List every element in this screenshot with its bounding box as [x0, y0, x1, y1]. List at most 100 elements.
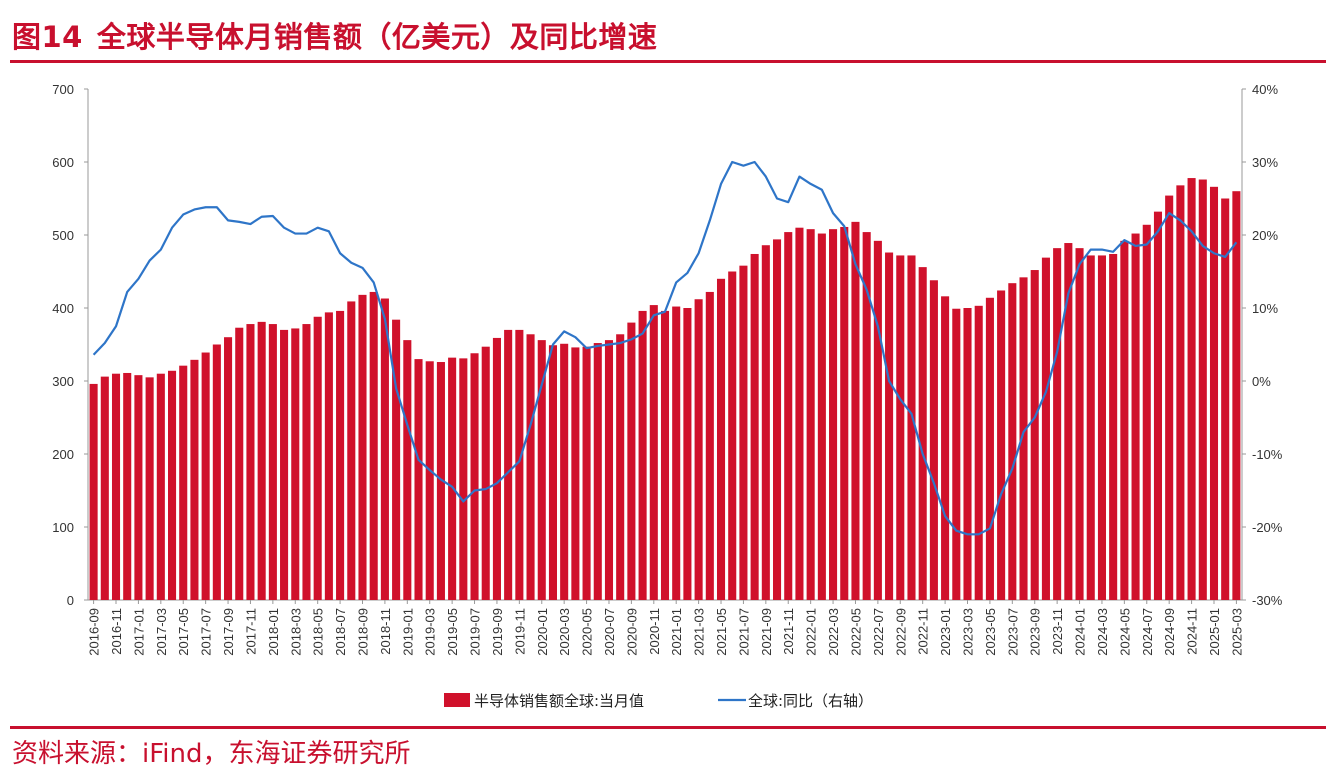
bar: [941, 296, 950, 600]
figure-title: 图14 全球半导体月销售额（亿美元）及同比增速: [12, 14, 657, 56]
bar: [1232, 191, 1241, 600]
bar: [347, 301, 356, 600]
y-right-tick-label: 0%: [1252, 374, 1271, 389]
x-tick-label: 2018-03: [288, 608, 303, 656]
x-tick-label: 2017-05: [176, 608, 191, 656]
bar: [593, 343, 602, 600]
x-tick-label: 2021-03: [692, 608, 707, 656]
x-tick-label: 2023-05: [983, 608, 998, 656]
bar: [324, 312, 333, 600]
x-tick-label: 2020-03: [557, 608, 572, 656]
x-tick-label: 2023-09: [1028, 608, 1043, 656]
x-tick-label: 2019-05: [445, 608, 460, 656]
bar: [672, 306, 681, 600]
bar: [627, 322, 636, 600]
bar: [817, 233, 826, 601]
x-tick-label: 2022-05: [848, 608, 863, 656]
bar: [929, 280, 938, 600]
bar: [773, 239, 782, 600]
bar: [761, 245, 770, 600]
bar: [873, 240, 882, 600]
x-tick-label: 2025-01: [1207, 608, 1222, 656]
bar: [560, 343, 569, 600]
bar: [739, 265, 748, 600]
yoy-line: [92, 160, 1238, 536]
bar: [268, 324, 277, 600]
x-tick-label: 2024-05: [1117, 608, 1132, 656]
bar: [504, 329, 513, 600]
bar: [414, 359, 423, 600]
bar: [571, 347, 580, 600]
x-tick-label: 2018-05: [311, 608, 326, 656]
y-right-tick-label: -20%: [1252, 520, 1283, 535]
legend-line-label: 全球:同比（右轴）: [748, 692, 873, 710]
bar: [716, 278, 726, 600]
bar: [380, 298, 389, 600]
x-tick-label: 2023-07: [1005, 608, 1020, 656]
bar: [548, 345, 557, 600]
bar: [604, 340, 614, 600]
bar: [492, 337, 501, 600]
bar: [963, 308, 972, 600]
bar: [168, 370, 177, 600]
x-tick-label: 2021-05: [714, 608, 729, 656]
x-tick-label: 2021-01: [669, 608, 684, 656]
bar: [784, 232, 793, 600]
bar: [728, 271, 737, 600]
bar: [1097, 255, 1106, 600]
bar: [885, 252, 894, 600]
x-tick-label: 2021-07: [736, 608, 751, 656]
bar: [952, 308, 961, 600]
x-tick-label: 2020-07: [602, 608, 617, 656]
bar: [1187, 178, 1196, 600]
bar: [997, 290, 1006, 600]
x-tick-label: 2022-07: [871, 608, 886, 656]
x-tick-label: 2020-05: [580, 608, 595, 656]
legend-bar-label: 半导体销售额全球:当月值: [474, 692, 644, 710]
y-left-tick-label: 0: [67, 593, 74, 608]
x-tick-label: 2016-11: [109, 608, 124, 655]
x-tick-label: 2023-03: [961, 608, 976, 656]
figure-title-text: 全球半导体月销售额（亿美元）及同比增速: [96, 20, 658, 54]
x-tick-label: 2019-01: [400, 608, 415, 656]
bar: [829, 229, 838, 600]
y-right-tick-label: 40%: [1252, 82, 1278, 97]
x-tick-label: 2017-01: [131, 608, 146, 656]
bar: [851, 221, 860, 601]
bar: [705, 291, 714, 600]
bar: [246, 324, 255, 600]
bar: [425, 361, 434, 600]
bar: [1131, 233, 1140, 601]
x-tick-label: 2017-07: [199, 608, 214, 656]
bar: [806, 229, 815, 600]
bar: [537, 340, 546, 600]
y-left-tick-label: 400: [52, 301, 74, 316]
bar: [190, 359, 199, 600]
x-tick-label: 2025-03: [1229, 608, 1244, 656]
bar: [1142, 224, 1151, 600]
bar: [1053, 248, 1062, 600]
bar: [470, 353, 479, 600]
x-tick-label: 2018-09: [356, 608, 371, 656]
y-right-tick-label: 30%: [1252, 155, 1278, 170]
x-tick-label: 2018-01: [266, 608, 281, 656]
y-right-tick-label: 10%: [1252, 301, 1278, 316]
x-tick-label: 2021-11: [781, 608, 796, 655]
bar: [1064, 243, 1073, 600]
bar: [100, 376, 109, 600]
bar: [302, 324, 311, 600]
bar: [616, 334, 625, 600]
x-tick-label: 2021-09: [759, 608, 774, 656]
x-tick-label: 2016-09: [87, 608, 102, 656]
bar: [1221, 198, 1230, 600]
bar: [974, 305, 983, 600]
bar: [1176, 185, 1185, 601]
source-note: 资料来源：iFind，东海证券研究所: [12, 739, 411, 769]
bottom-divider: [10, 726, 1326, 729]
bar: [89, 383, 98, 600]
bar: [1109, 253, 1118, 601]
x-tick-label: 2022-09: [893, 608, 908, 656]
y-left-tick-label: 500: [52, 228, 74, 243]
figure-number: 图14: [12, 20, 83, 54]
